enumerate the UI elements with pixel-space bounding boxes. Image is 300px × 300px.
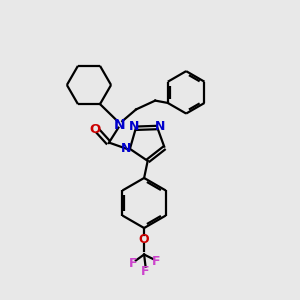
Text: N: N	[121, 142, 132, 155]
Text: F: F	[141, 265, 150, 278]
Text: F: F	[152, 255, 161, 268]
Text: N: N	[129, 120, 140, 133]
Text: F: F	[129, 257, 137, 270]
Text: O: O	[89, 123, 101, 136]
Text: N: N	[114, 118, 126, 132]
Text: O: O	[139, 233, 149, 246]
Text: N: N	[154, 119, 165, 133]
